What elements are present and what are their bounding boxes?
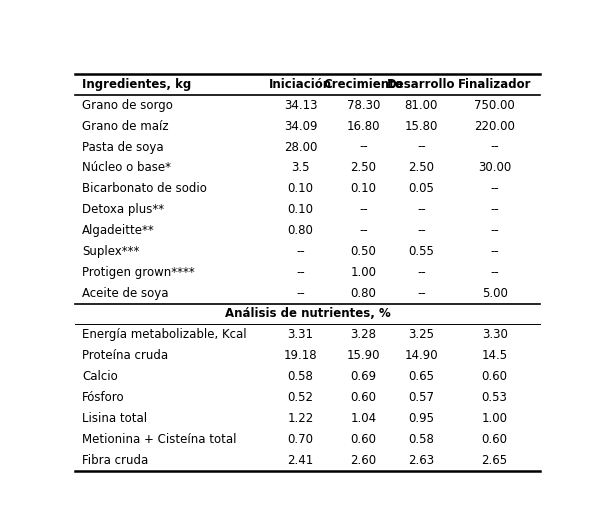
Text: 0.05: 0.05 — [409, 182, 434, 195]
Text: 0.80: 0.80 — [287, 224, 313, 237]
Text: Finalizador: Finalizador — [458, 78, 532, 91]
Text: 1.04: 1.04 — [350, 412, 376, 425]
Text: 19.18: 19.18 — [284, 349, 317, 362]
Text: 0.57: 0.57 — [409, 391, 434, 404]
Text: Fibra cruda: Fibra cruda — [82, 453, 148, 467]
Text: 0.65: 0.65 — [409, 370, 434, 383]
Text: 1.00: 1.00 — [350, 266, 376, 279]
Text: Análisis de nutrientes, %: Análisis de nutrientes, % — [224, 307, 391, 321]
Text: Protigen grown****: Protigen grown**** — [82, 266, 195, 279]
Text: 34.13: 34.13 — [284, 99, 317, 112]
Text: --: -- — [417, 287, 426, 299]
Text: 0.58: 0.58 — [287, 370, 313, 383]
Text: 1.22: 1.22 — [287, 412, 314, 425]
Text: Lisina total: Lisina total — [82, 412, 147, 425]
Text: 0.70: 0.70 — [287, 433, 314, 446]
Text: --: -- — [296, 245, 305, 258]
Text: 220.00: 220.00 — [474, 119, 515, 133]
Text: 0.95: 0.95 — [409, 412, 434, 425]
Text: 0.58: 0.58 — [409, 433, 434, 446]
Text: 0.60: 0.60 — [350, 391, 376, 404]
Text: 1.00: 1.00 — [482, 412, 508, 425]
Text: Iniciación: Iniciación — [269, 78, 332, 91]
Text: Ingredientes, kg: Ingredientes, kg — [82, 78, 191, 91]
Text: Pasta de soya: Pasta de soya — [82, 141, 164, 153]
Text: Crecimiento: Crecimiento — [323, 78, 403, 91]
Text: 14.90: 14.90 — [404, 349, 438, 362]
Text: --: -- — [490, 245, 499, 258]
Text: 0.53: 0.53 — [482, 391, 508, 404]
Text: 750.00: 750.00 — [474, 99, 515, 112]
Text: --: -- — [359, 224, 368, 237]
Text: 0.10: 0.10 — [350, 182, 376, 195]
Text: 81.00: 81.00 — [405, 99, 438, 112]
Text: --: -- — [490, 224, 499, 237]
Text: 3.31: 3.31 — [287, 328, 314, 341]
Text: 0.10: 0.10 — [287, 182, 314, 195]
Text: --: -- — [417, 141, 426, 153]
Text: 0.60: 0.60 — [482, 370, 508, 383]
Text: 0.60: 0.60 — [482, 433, 508, 446]
Text: --: -- — [490, 182, 499, 195]
Text: 0.52: 0.52 — [287, 391, 314, 404]
Text: 3.25: 3.25 — [409, 328, 434, 341]
Text: Proteína cruda: Proteína cruda — [82, 349, 168, 362]
Text: Algadeitte**: Algadeitte** — [82, 224, 155, 237]
Text: 3.28: 3.28 — [350, 328, 376, 341]
Text: --: -- — [490, 266, 499, 279]
Text: 0.60: 0.60 — [350, 433, 376, 446]
Text: 28.00: 28.00 — [284, 141, 317, 153]
Text: 0.50: 0.50 — [350, 245, 376, 258]
Text: Desarrollo: Desarrollo — [387, 78, 455, 91]
Text: --: -- — [296, 266, 305, 279]
Text: Núcleo o base*: Núcleo o base* — [82, 161, 171, 174]
Text: 2.65: 2.65 — [482, 453, 508, 467]
Text: 2.41: 2.41 — [287, 453, 314, 467]
Text: Detoxa plus**: Detoxa plus** — [82, 203, 164, 216]
Text: --: -- — [490, 203, 499, 216]
Text: Calcio: Calcio — [82, 370, 118, 383]
Text: 2.50: 2.50 — [350, 161, 376, 174]
Text: Fósforo: Fósforo — [82, 391, 125, 404]
Text: --: -- — [359, 203, 368, 216]
Text: Bicarbonato de sodio: Bicarbonato de sodio — [82, 182, 207, 195]
Text: 0.10: 0.10 — [287, 203, 314, 216]
Text: 34.09: 34.09 — [284, 119, 317, 133]
Text: --: -- — [417, 266, 426, 279]
Text: 14.5: 14.5 — [482, 349, 508, 362]
Text: Aceite de soya: Aceite de soya — [82, 287, 169, 299]
Text: --: -- — [417, 224, 426, 237]
Text: 0.55: 0.55 — [409, 245, 434, 258]
Text: --: -- — [490, 141, 499, 153]
Text: 78.30: 78.30 — [347, 99, 380, 112]
Text: --: -- — [296, 287, 305, 299]
Text: 0.80: 0.80 — [350, 287, 376, 299]
Text: Grano de sorgo: Grano de sorgo — [82, 99, 173, 112]
Text: --: -- — [359, 141, 368, 153]
Text: 15.80: 15.80 — [405, 119, 438, 133]
Text: 5.00: 5.00 — [482, 287, 508, 299]
Text: 2.63: 2.63 — [409, 453, 434, 467]
Text: Suplex***: Suplex*** — [82, 245, 139, 258]
Text: 2.50: 2.50 — [409, 161, 434, 174]
Text: Grano de maíz: Grano de maíz — [82, 119, 169, 133]
Text: 30.00: 30.00 — [478, 161, 511, 174]
Text: 0.69: 0.69 — [350, 370, 376, 383]
Text: Metionina + Cisteína total: Metionina + Cisteína total — [82, 433, 236, 446]
Text: 3.30: 3.30 — [482, 328, 508, 341]
Text: Energía metabolizable, Kcal: Energía metabolizable, Kcal — [82, 328, 247, 341]
Text: 15.90: 15.90 — [347, 349, 380, 362]
Text: 2.60: 2.60 — [350, 453, 376, 467]
Text: 3.5: 3.5 — [291, 161, 310, 174]
Text: --: -- — [417, 203, 426, 216]
Text: 16.80: 16.80 — [347, 119, 380, 133]
